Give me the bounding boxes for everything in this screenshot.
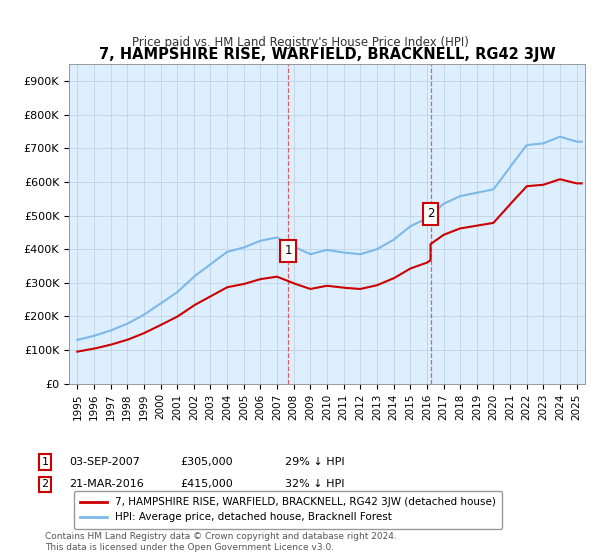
Text: 03-SEP-2007: 03-SEP-2007 (69, 457, 140, 467)
Text: 21-MAR-2016: 21-MAR-2016 (69, 479, 144, 489)
Text: £415,000: £415,000 (180, 479, 233, 489)
Text: 29% ↓ HPI: 29% ↓ HPI (285, 457, 344, 467)
Text: 2: 2 (41, 479, 49, 489)
Text: 1: 1 (41, 457, 49, 467)
Text: £305,000: £305,000 (180, 457, 233, 467)
Text: 32% ↓ HPI: 32% ↓ HPI (285, 479, 344, 489)
Text: Price paid vs. HM Land Registry's House Price Index (HPI): Price paid vs. HM Land Registry's House … (131, 36, 469, 49)
Legend: 7, HAMPSHIRE RISE, WARFIELD, BRACKNELL, RG42 3JW (detached house), HPI: Average : 7, HAMPSHIRE RISE, WARFIELD, BRACKNELL, … (74, 491, 502, 529)
Text: Contains HM Land Registry data © Crown copyright and database right 2024.
This d: Contains HM Land Registry data © Crown c… (45, 532, 397, 552)
Title: 7, HAMPSHIRE RISE, WARFIELD, BRACKNELL, RG42 3JW: 7, HAMPSHIRE RISE, WARFIELD, BRACKNELL, … (98, 47, 556, 62)
Text: 1: 1 (284, 244, 292, 258)
Text: 2: 2 (427, 207, 434, 221)
